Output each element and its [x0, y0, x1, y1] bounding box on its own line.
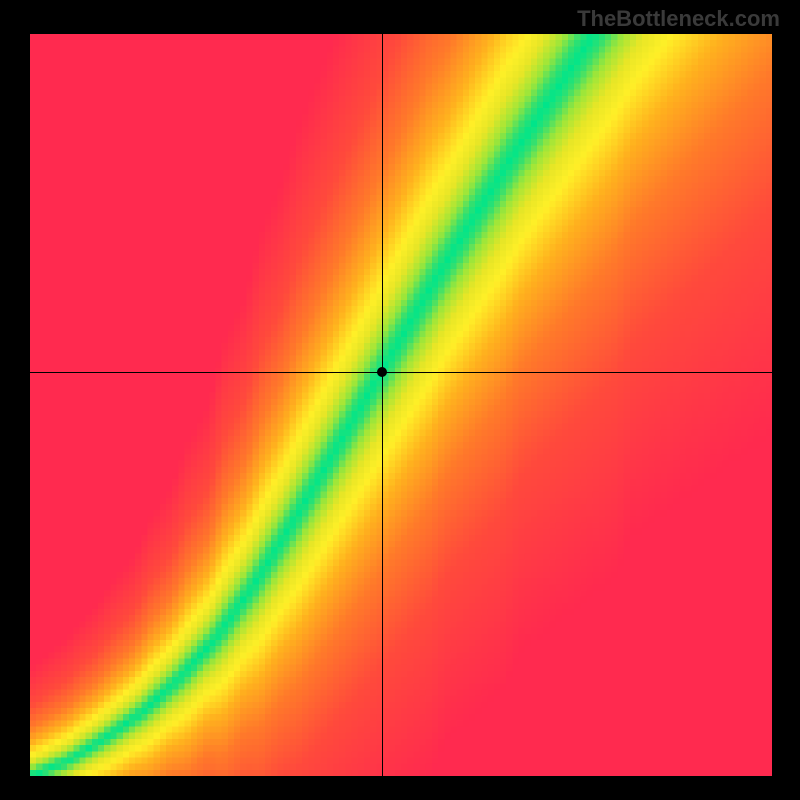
chart-container: TheBottleneck.com	[0, 0, 800, 800]
heatmap-plot	[30, 34, 772, 776]
watermark-text: TheBottleneck.com	[577, 6, 780, 32]
heatmap-canvas	[30, 34, 772, 776]
